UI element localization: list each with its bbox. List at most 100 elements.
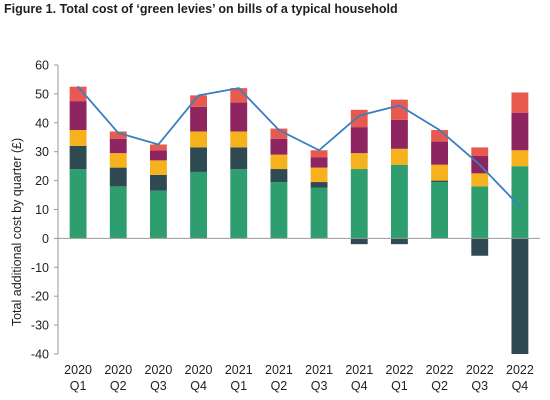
bar-segment-7-3 — [350, 127, 368, 154]
figure-title: Figure 1. Total cost of ‘green levies’ o… — [4, 2, 398, 16]
bar-segment-9-3 — [431, 141, 449, 165]
bar-segment-4-3 — [230, 102, 248, 132]
bar-segment-5-0 — [270, 182, 288, 239]
x-tick-year: 2021 — [265, 363, 293, 377]
x-tick-quarter: Q1 — [230, 379, 247, 393]
x-tick-year: 2020 — [145, 363, 173, 377]
line-point — [519, 205, 521, 208]
bar-segment-4-0 — [230, 169, 248, 239]
bar-segment-2-4 — [149, 144, 167, 151]
bar-segment-7-0 — [350, 169, 368, 239]
bar-segment-6-0 — [310, 187, 328, 239]
bar-segment-5-1 — [270, 169, 288, 183]
x-tick-year: 2022 — [466, 363, 494, 377]
y-tick-label: 60 — [35, 59, 49, 73]
bar-segment-3-2 — [190, 131, 208, 148]
bar-segment-0-2 — [69, 130, 87, 146]
x-axis-ticks: 2020 Q1 2020 Q2 2020 Q3 2020 Q4 2021 Q1 2021 Q2 2021… — [64, 363, 534, 393]
bar-segment-1-1 — [109, 167, 127, 187]
x-tick-year: 2020 — [64, 363, 92, 377]
x-tick-quarter: Q3 — [311, 379, 328, 393]
bar-segment-11-1 — [511, 238, 529, 354]
bar-segment-0-3 — [69, 101, 87, 131]
bar-segment-10-4 — [471, 147, 489, 157]
bar-segment-2-0 — [149, 190, 167, 239]
x-tick-quarter: Q4 — [351, 379, 368, 393]
bar-segment-8-0 — [390, 164, 408, 239]
bar-segment-2-2 — [149, 160, 167, 175]
x-tick-quarter: Q2 — [110, 379, 127, 393]
line-point — [197, 94, 200, 97]
y-tick-label: 50 — [35, 87, 49, 101]
y-tick-label: -20 — [31, 290, 49, 304]
x-tick-quarter: Q1 — [391, 379, 408, 393]
line-point — [117, 132, 120, 134]
y-tick-label: 30 — [35, 145, 49, 159]
y-tick-label: 40 — [35, 116, 49, 130]
x-tick-year: 2022 — [386, 363, 414, 377]
bar-segment-1-0 — [109, 186, 127, 239]
x-tick-quarter: Q2 — [431, 379, 448, 393]
bar-segment-11-0 — [511, 166, 529, 239]
bar-segment-7-4 — [350, 109, 368, 128]
total-line — [77, 86, 521, 208]
x-tick-quarter: Q3 — [150, 379, 167, 393]
x-tick-quarter: Q2 — [271, 379, 288, 393]
y-tick-label: 10 — [35, 203, 49, 217]
x-tick-year: 2021 — [345, 363, 373, 377]
y-axis-ticks: -40 -30 -20 -10 0 10 20 30 40 50 60 — [31, 59, 58, 362]
x-tick-year: 2020 — [104, 363, 132, 377]
bar-segment-1-3 — [109, 138, 127, 154]
line-point — [438, 129, 441, 131]
line-point — [157, 143, 160, 146]
bar-segment-9-1 — [431, 180, 449, 183]
x-tick-quarter: Q3 — [471, 379, 488, 393]
x-tick-quarter: Q4 — [512, 379, 529, 393]
bar-segment-10-2 — [471, 173, 489, 187]
bar-segment-9-2 — [431, 164, 449, 181]
bar-segment-1-4 — [109, 131, 127, 139]
bar-segment-5-3 — [270, 138, 288, 155]
x-tick-quarter: Q1 — [70, 379, 87, 393]
bar-segment-6-3 — [310, 157, 328, 168]
line-point — [318, 149, 320, 152]
bar-segment-11-2 — [511, 150, 529, 167]
x-tick-quarter: Q4 — [190, 379, 207, 393]
bar-segment-2-1 — [149, 174, 167, 191]
line-point — [237, 87, 240, 89]
line-point — [278, 129, 280, 131]
bar-segment-10-0 — [471, 186, 489, 239]
bar-segment-8-1 — [390, 238, 408, 245]
x-tick-year: 2021 — [305, 363, 333, 377]
y-tick-label: -30 — [31, 319, 49, 333]
y-tick-label: 0 — [42, 232, 49, 246]
bar-segment-3-3 — [190, 106, 208, 132]
stacked-bars — [69, 86, 529, 354]
line-point — [478, 163, 481, 166]
bar-segment-5-4 — [270, 128, 288, 139]
x-tick-year: 2022 — [506, 363, 534, 377]
bar-segment-5-2 — [270, 154, 288, 170]
bar-segment-8-4 — [390, 99, 408, 120]
bar-segment-11-3 — [511, 112, 529, 151]
bar-segment-0-1 — [69, 145, 87, 170]
x-tick-year: 2020 — [185, 363, 213, 377]
line-point — [358, 114, 361, 117]
y-tick-label: 20 — [35, 174, 49, 188]
y-axis-label: Total additional cost by quarter (£) — [10, 138, 24, 326]
bar-segment-3-0 — [190, 171, 208, 239]
bar-segment-6-1 — [310, 182, 328, 188]
bar-segment-6-4 — [310, 150, 328, 158]
y-tick-label: -40 — [31, 348, 49, 362]
bar-segment-10-1 — [471, 238, 489, 256]
bar-segment-9-0 — [431, 182, 449, 239]
bar-segment-7-2 — [350, 153, 368, 170]
bar-segment-3-4 — [190, 95, 208, 107]
y-tick-label: -10 — [31, 261, 49, 275]
bar-segment-7-1 — [350, 238, 368, 245]
line-point — [398, 104, 401, 107]
bar-segment-4-2 — [230, 131, 248, 148]
total-line-series — [77, 85, 521, 208]
bar-segment-9-4 — [431, 130, 449, 142]
